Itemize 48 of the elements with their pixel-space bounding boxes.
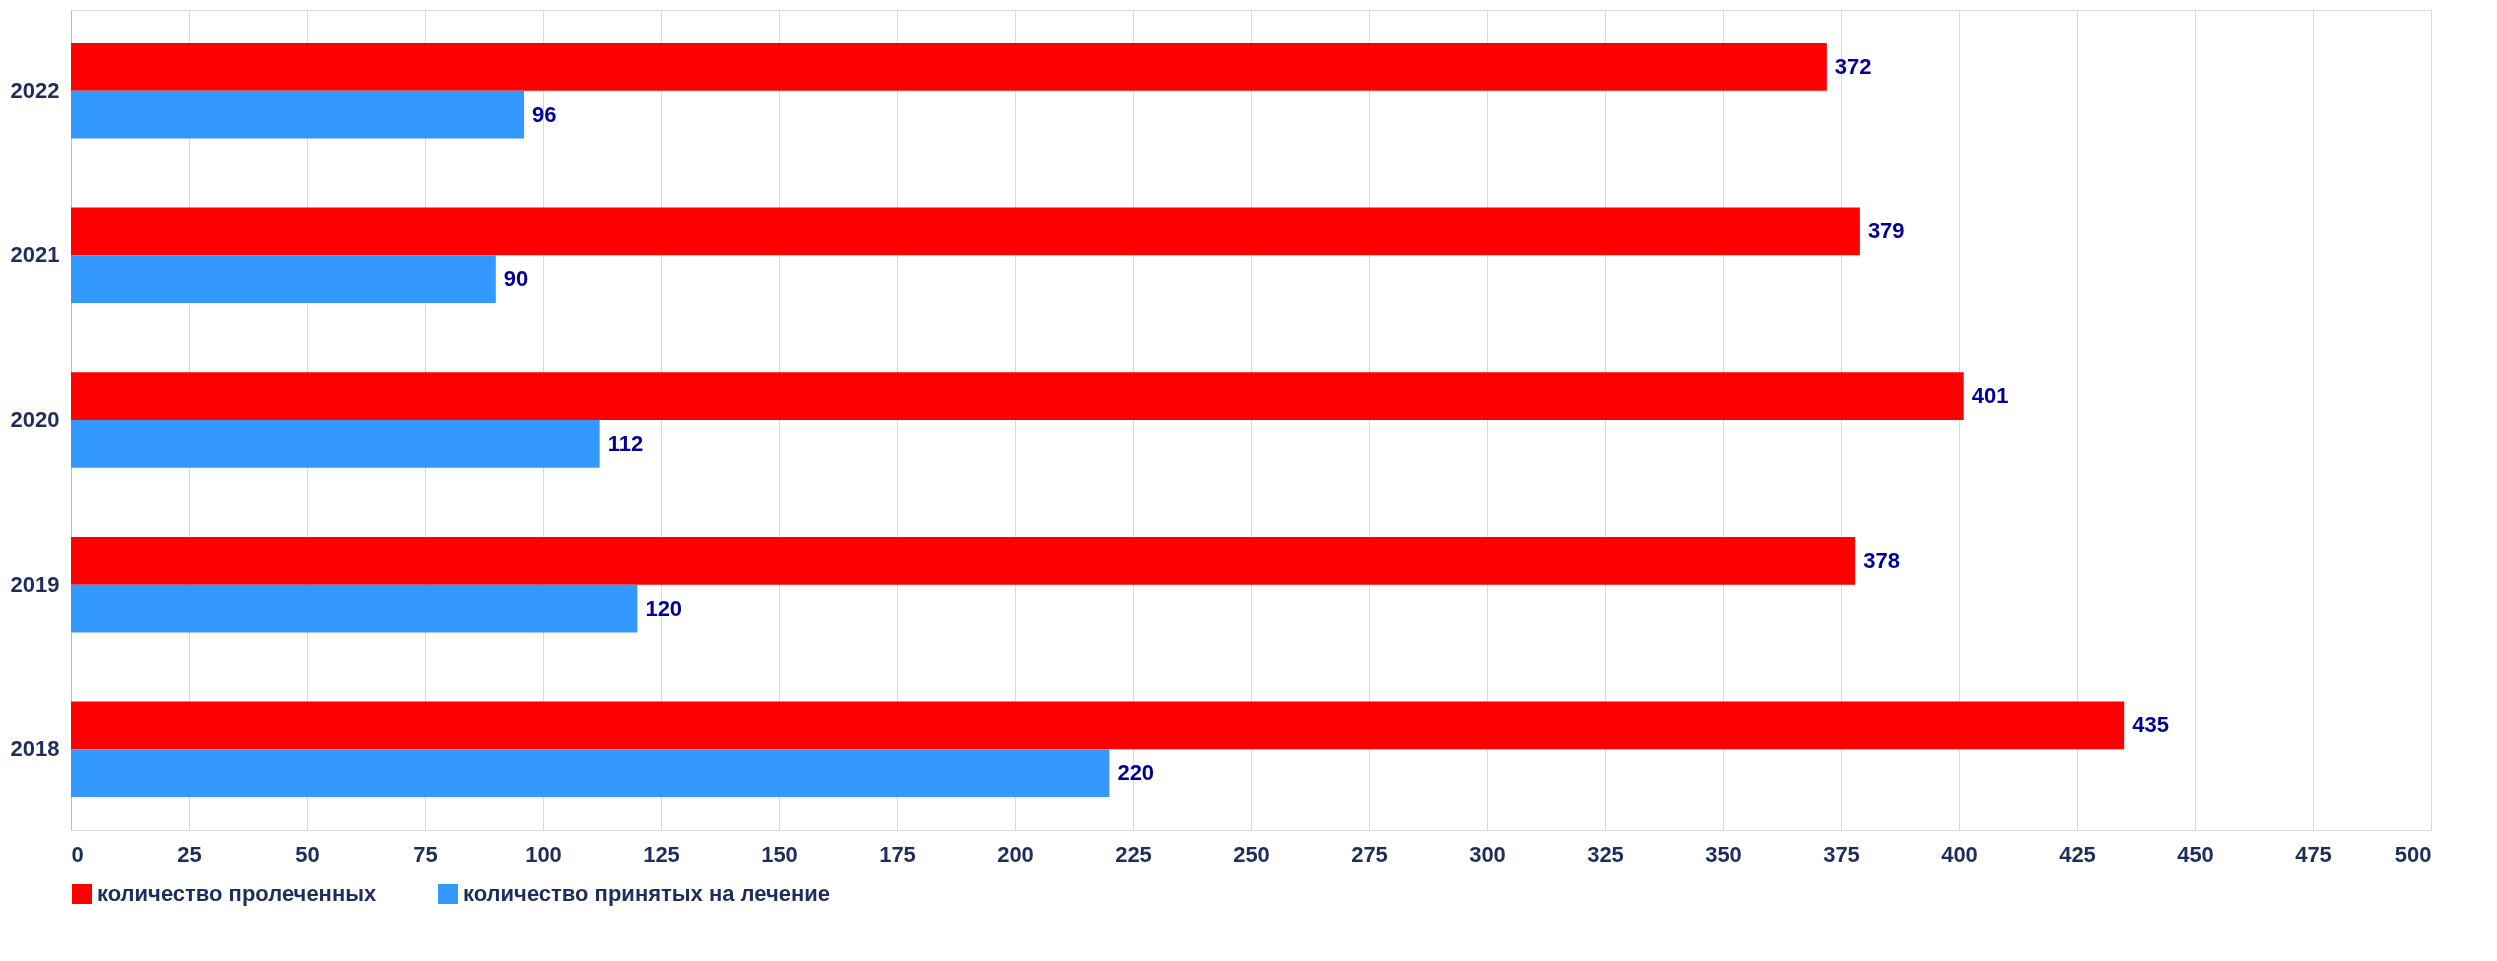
bar — [71, 701, 2125, 750]
x-tick-label: 250 — [1233, 841, 1270, 867]
bar — [71, 536, 1856, 585]
x-tick-label: 125 — [643, 841, 680, 867]
bar — [71, 255, 496, 304]
data-label: 112 — [607, 430, 644, 456]
data-label: 378 — [1863, 547, 1900, 573]
y-tick-label: 2020 — [10, 407, 60, 432]
bar — [71, 749, 1110, 798]
x-tick-label: 325 — [1587, 841, 1624, 867]
data-label: 120 — [645, 595, 683, 621]
bar — [71, 420, 600, 468]
data-label: 96 — [532, 101, 557, 127]
x-tick-label: 75 — [413, 841, 438, 867]
data-label: 372 — [1834, 53, 1872, 79]
y-tick-label: 2022 — [10, 77, 60, 103]
x-tick-label: 350 — [1705, 841, 1742, 867]
bar — [71, 42, 1827, 91]
x-tick-label: 475 — [2295, 841, 2332, 867]
x-tick-label: 275 — [1351, 841, 1388, 867]
data-label: 435 — [2132, 712, 2169, 738]
data-label: 220 — [1117, 760, 1155, 786]
data-label: 401 — [1971, 383, 2009, 409]
x-tick-label: 50 — [295, 841, 320, 867]
x-tick-label: 225 — [1115, 841, 1152, 867]
x-tick-label: 375 — [1823, 841, 1860, 867]
x-tick-label: 0 — [71, 841, 84, 867]
bar — [71, 584, 638, 633]
bar — [71, 90, 525, 139]
x-tick-label: 100 — [525, 841, 562, 867]
x-tick-label: 400 — [1941, 841, 1978, 867]
x-tick-label: 200 — [997, 841, 1034, 867]
x-tick-label: 450 — [2177, 841, 2214, 867]
y-tick-label: 2018 — [10, 736, 60, 762]
x-tick-label: 300 — [1469, 841, 1506, 867]
bar — [71, 207, 1860, 256]
bar — [71, 372, 1964, 420]
x-tick-label: 500 — [2394, 841, 2432, 867]
data-label: 90 — [503, 266, 529, 292]
legend-label: количество принятых на лечение — [463, 881, 830, 906]
y-tick-label: 2019 — [10, 571, 60, 597]
x-tick-label: 25 — [177, 841, 202, 867]
x-tick-label: 150 — [761, 841, 798, 867]
x-tick-label: 425 — [2059, 841, 2096, 867]
x-tick-label: 175 — [879, 841, 916, 867]
data-label: 379 — [1867, 218, 1905, 244]
y-tick-label: 2021 — [10, 242, 60, 268]
legend-label: количество пролеченных — [97, 881, 377, 906]
